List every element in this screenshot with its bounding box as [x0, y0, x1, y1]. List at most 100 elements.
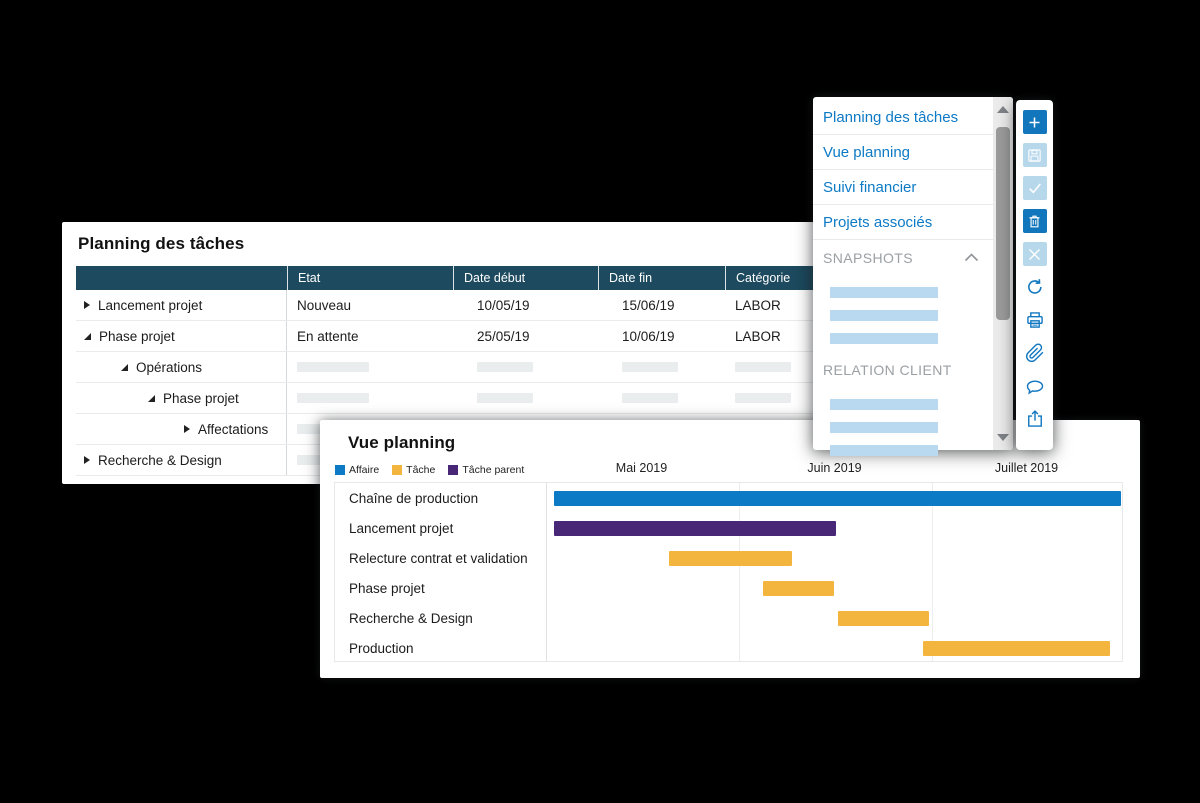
- expand-arrow-icon[interactable]: [184, 425, 190, 433]
- scroll-down-arrow-icon[interactable]: [997, 434, 1009, 441]
- attach-button[interactable]: [1023, 341, 1047, 365]
- side-menu-list: Planning des tâches Vue planning Suivi f…: [813, 100, 993, 456]
- column-header-etat[interactable]: Etat: [287, 266, 453, 290]
- legend-item-affaire: Affaire: [335, 464, 379, 476]
- placeholder-bar: [622, 362, 678, 372]
- confirm-button[interactable]: [1022, 176, 1047, 200]
- table-row[interactable]: Phase projet En attente 25/05/19 10/06/1…: [76, 321, 814, 352]
- menu-item-vue-planning[interactable]: Vue planning: [813, 135, 993, 170]
- save-button[interactable]: [1022, 143, 1047, 167]
- gantt-bar-lancement-projet[interactable]: [553, 521, 837, 536]
- scroll-up-arrow-icon[interactable]: [997, 106, 1009, 113]
- comment-button[interactable]: [1023, 374, 1047, 398]
- placeholder-bar: [622, 393, 678, 403]
- cell-etat: En attente: [297, 328, 359, 344]
- gantt-task-label: Relecture contrat et validation: [349, 550, 528, 566]
- menu-item-suivi-financier[interactable]: Suivi financier: [813, 170, 993, 205]
- refresh-button[interactable]: [1023, 275, 1047, 299]
- cell-date-debut: 25/05/19: [477, 328, 530, 344]
- placeholder-bar: [735, 393, 791, 403]
- trash-icon: [1029, 215, 1040, 227]
- cell-categorie: LABOR: [735, 297, 781, 313]
- table-row[interactable]: Opérations: [76, 352, 814, 383]
- cell-categorie: LABOR: [735, 328, 781, 344]
- expand-arrow-icon[interactable]: [84, 301, 90, 309]
- gantt-task-label: Chaîne de production: [349, 490, 479, 506]
- menu-item-planning-des-taches[interactable]: Planning des tâches: [813, 100, 993, 135]
- refresh-icon: [1027, 279, 1042, 294]
- gantt-bar-phase-projet[interactable]: [763, 581, 835, 596]
- collapse-arrow-icon[interactable]: [148, 394, 155, 402]
- section-header-snapshots[interactable]: SNAPSHOTS: [813, 240, 993, 275]
- legend-item-tache-parent: Tâche parent: [448, 464, 524, 476]
- upload-share-icon: [1027, 410, 1042, 427]
- placeholder-bar: [477, 393, 533, 403]
- month-gridline: [932, 483, 933, 661]
- legend-swatch-tache: [392, 465, 403, 475]
- placeholder-bar: [830, 445, 938, 456]
- collapse-arrow-icon[interactable]: [84, 332, 91, 340]
- legend-label: Tâche parent: [462, 464, 525, 476]
- legend-label: Tâche: [406, 464, 436, 476]
- placeholder-bar: [477, 362, 533, 372]
- menu-item-projets-associes[interactable]: Projets associés: [813, 205, 993, 240]
- gantt-bar-chaine-de-production[interactable]: [553, 491, 1122, 506]
- delete-button[interactable]: [1022, 209, 1047, 233]
- upload-button[interactable]: [1023, 407, 1047, 431]
- gantt-title: Vue planning: [348, 433, 456, 452]
- table-row[interactable]: Lancement projet Nouveau 10/05/19 15/06/…: [76, 290, 814, 321]
- cell-date-debut: 10/05/19: [477, 297, 530, 313]
- gantt-bar-production[interactable]: [923, 641, 1110, 656]
- table-header-row: Etat Date début Date fin Catégorie: [76, 266, 814, 290]
- side-menu-panel: Planning des tâches Vue planning Suivi f…: [813, 97, 1013, 456]
- task-name: Lancement projet: [98, 297, 203, 313]
- task-name: Affectations: [198, 421, 269, 437]
- gantt-task-label: Recherche & Design: [349, 610, 473, 626]
- scrollbar-thumb[interactable]: [996, 127, 1010, 320]
- placeholder-bar: [297, 362, 369, 372]
- gantt-task-label: Phase projet: [349, 580, 425, 596]
- check-icon: [1028, 183, 1041, 194]
- axis-month-label: Juin 2019: [807, 461, 862, 475]
- placeholder-bar: [735, 362, 791, 372]
- scrollbar[interactable]: [993, 97, 1013, 450]
- task-name: Phase projet: [163, 390, 239, 406]
- placeholder-bar: [830, 422, 938, 433]
- section-label: RELATION CLIENT: [823, 361, 952, 378]
- icon-toolbar: [1016, 100, 1053, 450]
- close-x-icon: [1029, 248, 1040, 260]
- add-button[interactable]: [1022, 110, 1047, 134]
- close-button[interactable]: [1022, 242, 1047, 266]
- placeholder-bar: [830, 287, 938, 298]
- placeholder-bar: [830, 310, 938, 321]
- gantt-chart: Chaîne de production Lancement projet Re…: [334, 482, 1123, 662]
- legend-item-tache: Tâche: [392, 464, 435, 476]
- gantt-bar-relecture-contrat[interactable]: [669, 551, 793, 566]
- chevron-up-icon[interactable]: [964, 253, 979, 262]
- gantt-bar-recherche-design[interactable]: [838, 611, 929, 626]
- gantt-task-label: Production: [349, 640, 414, 656]
- legend-swatch-affaire: [335, 465, 345, 475]
- cell-date-fin: 10/06/19: [622, 328, 675, 344]
- gantt-panel: Vue planning Affaire Tâche Tâche parent …: [320, 420, 1140, 678]
- legend-label: Affaire: [349, 464, 380, 476]
- column-header-categorie[interactable]: Catégorie: [725, 266, 814, 290]
- save-floppy-icon: [1028, 148, 1041, 162]
- gantt-timeline-area: [546, 483, 1123, 661]
- paperclip-icon: [1025, 343, 1043, 363]
- section-header-relation-client[interactable]: RELATION CLIENT: [813, 352, 993, 387]
- plus-icon: [1029, 117, 1040, 127]
- task-name: Recherche & Design: [98, 452, 222, 468]
- expand-arrow-icon[interactable]: [84, 456, 90, 464]
- column-header-date-debut[interactable]: Date début: [453, 266, 598, 290]
- column-header-date-fin[interactable]: Date fin: [598, 266, 725, 290]
- task-name: Opérations: [136, 359, 203, 375]
- collapse-arrow-icon[interactable]: [121, 363, 128, 371]
- column-header-name[interactable]: [76, 266, 287, 290]
- table-row[interactable]: Phase projet: [76, 383, 814, 414]
- section-label: SNAPSHOTS: [823, 249, 913, 266]
- print-button[interactable]: [1023, 308, 1047, 332]
- placeholder-bar: [830, 333, 938, 344]
- gantt-task-labels: Chaîne de production Lancement projet Re…: [335, 483, 547, 661]
- cell-etat: Nouveau: [297, 297, 352, 313]
